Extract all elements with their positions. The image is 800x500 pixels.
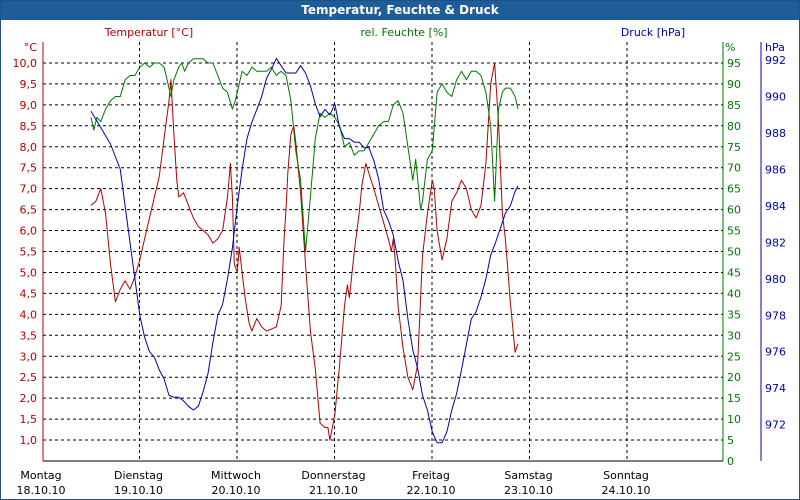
humidity-tick-label: 20 (727, 371, 741, 384)
humidity-tick-label: 65 (727, 183, 741, 196)
temperature-tick-label: 6,0 (20, 225, 38, 238)
humidity-tick-label: 80 (727, 120, 741, 133)
temperature-tick-label: 8,5 (20, 120, 38, 133)
humidity-tick-label: 0 (727, 455, 734, 468)
x-day-label: Sonntag (603, 469, 649, 482)
humidity-tick-label: 45 (727, 266, 741, 279)
pressure-tick-label: 978 (765, 309, 786, 322)
x-date-label: 20.10.10 (212, 484, 261, 497)
humidity-unit-label: % (725, 41, 735, 54)
temperature-tick-label: 10,0 (13, 57, 38, 70)
pressure-tick-label: 974 (765, 382, 786, 395)
temperature-tick-label: 6,5 (20, 204, 38, 217)
x-day-label: Montag (20, 469, 61, 482)
x-date-label: 21.10.10 (309, 484, 358, 497)
pressure-unit-label: hPa (765, 41, 785, 54)
pressure-tick-label: 988 (765, 127, 786, 140)
temperature-tick-label: 3,0 (20, 350, 38, 363)
series-lines (90, 57, 519, 444)
pressure-tick-label: 984 (765, 200, 786, 213)
pressure-tick-label: 992 (765, 54, 786, 67)
x-date-label: 23.10.10 (504, 484, 553, 497)
x-date-label: 22.10.10 (407, 484, 456, 497)
humidity-tick-label: 70 (727, 162, 741, 175)
pressure-tick-label: 986 (765, 164, 786, 177)
humidity-tick-label: 95 (727, 57, 741, 70)
humidity-tick-label: 5 (727, 434, 734, 447)
pressure-tick-label: 976 (765, 346, 786, 359)
x-day-label: Donnerstag (301, 469, 365, 482)
x-day-label: Mittwoch (211, 469, 261, 482)
temperature-tick-label: 8,0 (20, 141, 38, 154)
pressure-tick-label: 972 (765, 419, 786, 432)
x-date-label: 19.10.10 (114, 484, 163, 497)
temperature-tick-label: 3,5 (20, 329, 38, 342)
axes (42, 42, 762, 462)
humidity-tick-label: 35 (727, 308, 741, 321)
humidity-tick-label: 15 (727, 392, 741, 405)
humidity-tick-label: 75 (727, 141, 741, 154)
temperature-tick-label: 2,0 (20, 392, 38, 405)
humidity-tick-label: 85 (727, 99, 741, 112)
pressure-series-line (90, 57, 519, 444)
temperature-axis-label: Temperatur [°C] (104, 26, 193, 39)
humidity-tick-label: 90 (727, 78, 741, 91)
temperature-tick-label: 5,0 (20, 266, 38, 279)
pressure-tick-label: 990 (765, 91, 786, 104)
x-date-label: 18.10.10 (17, 484, 66, 497)
grid (43, 42, 723, 461)
temperature-tick-label: 1,5 (20, 413, 38, 426)
temperature-unit-label: °C (24, 41, 38, 54)
humidity-series-line (90, 58, 519, 252)
temperature-series-line (90, 62, 519, 441)
pressure-tick-label: 982 (765, 236, 786, 249)
temperature-tick-label: 2,5 (20, 371, 38, 384)
temperature-tick-label: 4,0 (20, 308, 38, 321)
x-date-label: 24.10.10 (602, 484, 651, 497)
humidity-tick-label: 55 (727, 225, 741, 238)
humidity-tick-label: 10 (727, 413, 741, 426)
humidity-tick-label: 50 (727, 246, 741, 259)
pressure-tick-label: 980 (765, 273, 786, 286)
humidity-tick-label: 25 (727, 350, 741, 363)
humidity-tick-label: 30 (727, 329, 741, 342)
temperature-tick-label: 9,5 (20, 78, 38, 91)
x-day-label: Samstag (504, 469, 552, 482)
x-day-label: Dienstag (114, 469, 163, 482)
temperature-tick-label: 1,0 (20, 434, 38, 447)
temperature-tick-label: 7,0 (20, 183, 38, 196)
temperature-tick-label: 5,5 (20, 246, 38, 259)
humidity-tick-label: 40 (727, 287, 741, 300)
temperature-tick-label: 7,5 (20, 162, 38, 175)
tick-labels: 10,0 9,5 9,0 8,5 8,0 7,5 7,0 6,5 6,0 5,5 5,0 4,5 4,0… (13, 54, 787, 468)
humidity-axis-label: rel. Feuchte [%] (360, 26, 447, 39)
chart-title: Temperatur, Feuchte & Druck (1, 1, 799, 20)
temperature-tick-label: 4,5 (20, 287, 38, 300)
x-axis-labels: Montag 18.10.10 Dienstag 19.10.10 Mittwoch 20… (17, 469, 651, 497)
temperature-tick-label: 9,0 (20, 99, 38, 112)
pressure-axis-label: Druck [hPa] (621, 26, 685, 39)
x-day-label: Freitag (412, 469, 450, 482)
humidity-tick-label: 60 (727, 204, 741, 217)
